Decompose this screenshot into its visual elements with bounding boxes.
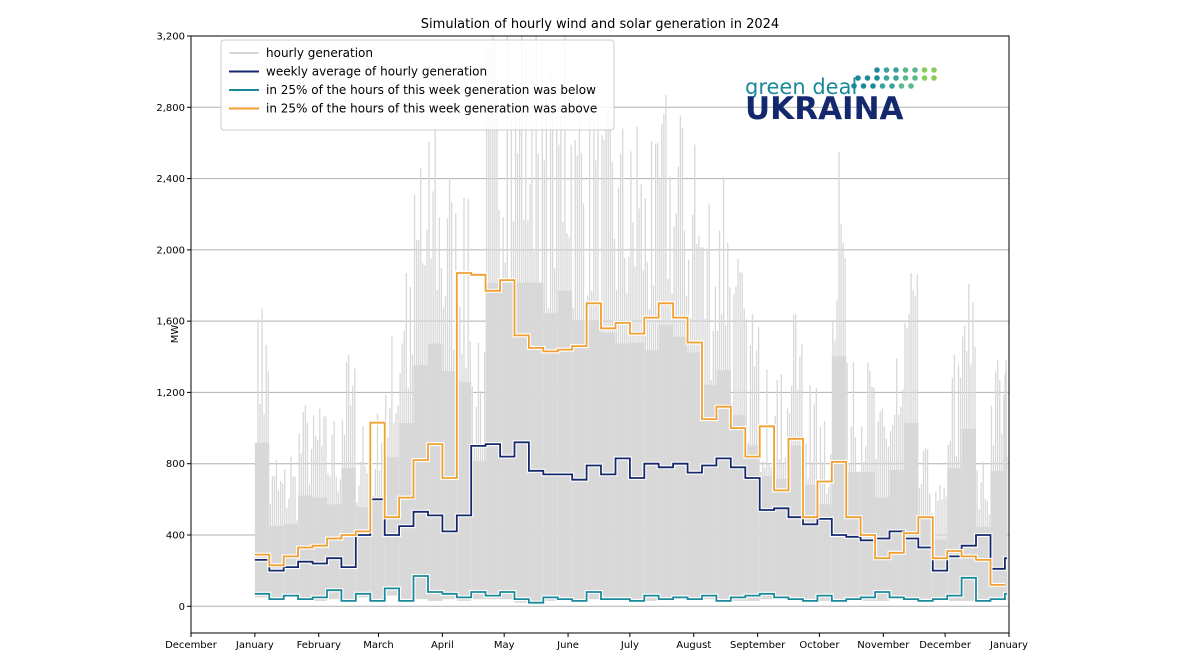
logo-dots-icon [851, 67, 937, 89]
y-tick-label: 2,800 [156, 103, 185, 114]
logo-dot [921, 75, 928, 81]
y-tick-label: 800 [166, 459, 185, 470]
legend: hourly generation weekly average of hourl… [220, 39, 615, 131]
logo-dot [889, 83, 895, 89]
logo-dot [893, 75, 899, 81]
legend-label: in 25% of the hours of this week generat… [266, 102, 597, 116]
x-tick-label: March [363, 640, 393, 651]
x-tick-label: June [556, 640, 579, 651]
y-tick-label: 1,600 [156, 317, 185, 328]
legend-label: weekly average of hourly generation [266, 65, 487, 79]
x-tick-label: December [165, 640, 218, 651]
logo-dot [879, 83, 886, 89]
x-tick-label: February [297, 640, 341, 651]
logo-dot [860, 83, 867, 89]
logo-dot [893, 67, 899, 73]
logo: green deal UKRAINA [745, 67, 937, 127]
y-axis-label: MW [170, 325, 181, 344]
series-line-in-25-of-the-hours-of-this-week-generation-was-below [254, 575, 1007, 604]
logo-dot [864, 75, 871, 81]
logo-ukraina-text: UKRAINA [745, 91, 904, 127]
logo-dot [870, 83, 876, 89]
x-axis: December January February March April May June… [165, 633, 1028, 651]
y-tick-label: 2,000 [156, 245, 185, 256]
logo-dot [883, 75, 890, 81]
logo-dot [883, 67, 890, 73]
x-tick-label: September [730, 640, 786, 651]
logo-dot [902, 67, 909, 73]
x-tick-label: January [989, 640, 1028, 651]
x-tick-label: April [431, 640, 454, 651]
legend-label: hourly generation [266, 46, 373, 60]
logo-dot [931, 67, 937, 73]
y-tick-label: 3,200 [156, 32, 185, 43]
x-tick-label: July [620, 640, 639, 651]
series-line-in-25-of-the-hours-of-this-week-generation-was-above [254, 272, 1005, 586]
y-tick-label: 400 [166, 530, 185, 541]
plot-frame [190, 35, 1010, 634]
logo-dot [902, 75, 909, 81]
legend-label: in 25% of the hours of this week generat… [266, 83, 596, 97]
logo-dot [921, 67, 928, 73]
logo-dot [912, 75, 918, 81]
x-tick-label: August [676, 640, 711, 651]
logo-dot [898, 83, 905, 89]
logo-dot [908, 83, 914, 89]
logo-dot [855, 75, 861, 81]
x-tick-label: May [494, 640, 515, 651]
x-tick-label: December [919, 640, 972, 651]
x-tick-label: January [235, 640, 274, 651]
logo-dot [874, 67, 880, 73]
y-tick-label: 2,400 [156, 174, 185, 185]
y-tick-label: 0 [179, 602, 185, 613]
logo-dot [912, 67, 918, 73]
logo-green-deal-text: green deal [745, 75, 857, 99]
chart-title: Simulation of hourly wind and solar gene… [421, 17, 779, 32]
y-tick-label: 1,200 [156, 388, 185, 399]
series-lines [254, 271, 1007, 605]
logo-dot [851, 83, 857, 89]
logo-dot [931, 75, 937, 81]
x-tick-label: October [799, 640, 840, 651]
y-axis: 0 400 800 1,200 1,600 2,000 2,400 2,800 3,200 [156, 32, 191, 613]
logo-dot [874, 75, 880, 81]
hourly-generation-area [254, 36, 1008, 603]
x-tick-label: November [857, 640, 910, 651]
legend-box [220, 39, 615, 131]
